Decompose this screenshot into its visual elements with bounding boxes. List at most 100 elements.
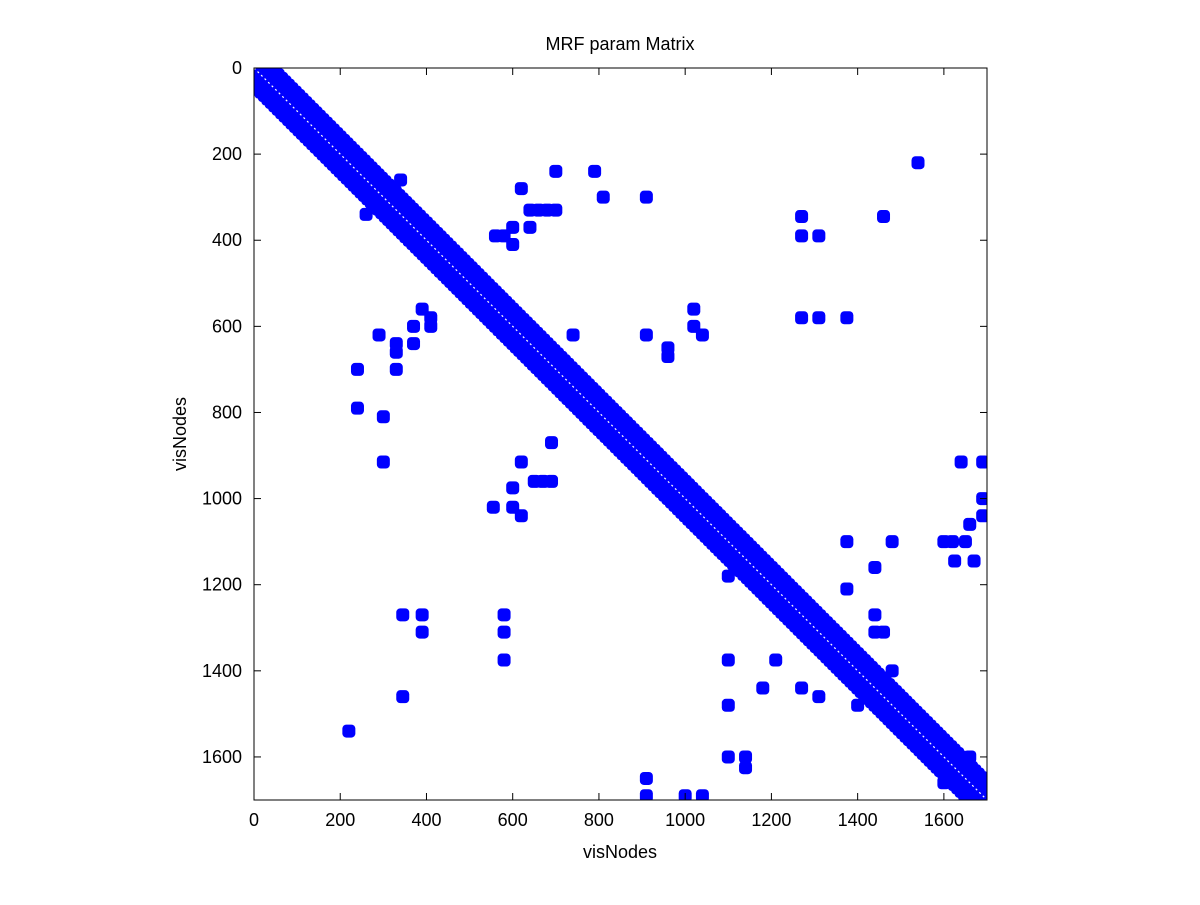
x-tick-label: 1600 xyxy=(924,810,964,830)
off-diagonal-point xyxy=(695,789,709,800)
plot-area-frame xyxy=(253,67,988,801)
off-diagonal-point xyxy=(523,220,537,234)
off-diagonal-point xyxy=(497,653,511,667)
off-diagonal-point xyxy=(506,481,520,495)
y-tick-label: 0 xyxy=(232,58,242,78)
off-diagonal-point xyxy=(868,560,882,574)
off-diagonal-point xyxy=(407,319,421,333)
x-axis-label: visNodes xyxy=(583,842,657,862)
off-diagonal-point xyxy=(958,535,972,549)
off-diagonal-point xyxy=(868,608,882,622)
off-diagonal-point xyxy=(687,302,701,316)
y-tick-label: 200 xyxy=(212,144,242,164)
off-diagonal-point xyxy=(695,328,709,342)
off-diagonal-point xyxy=(588,164,602,178)
x-axis-ticks: 0 200 400 600 800 1000 1200 1400 1600 xyxy=(249,68,964,830)
off-diagonal-point xyxy=(350,401,364,415)
x-tick-label: 800 xyxy=(584,810,614,830)
off-diagonal-point xyxy=(812,229,826,243)
off-diagonal-point xyxy=(795,311,809,325)
off-diagonal-point xyxy=(639,190,653,204)
off-diagonal-point xyxy=(549,164,563,178)
off-diagonal-point xyxy=(812,690,826,704)
off-diagonal-point xyxy=(739,761,753,775)
off-diagonal-point xyxy=(946,535,960,549)
off-diagonal-point xyxy=(497,625,511,639)
off-diagonal-point xyxy=(840,311,854,325)
y-tick-label: 400 xyxy=(212,230,242,250)
off-diagonal-point xyxy=(721,653,735,667)
off-diagonal-point xyxy=(721,569,735,583)
off-diagonal-point xyxy=(967,554,981,568)
y-tick-label: 1000 xyxy=(202,489,242,509)
off-diagonal-point xyxy=(415,625,429,639)
off-diagonal-point xyxy=(514,182,528,196)
y-tick-label: 600 xyxy=(212,316,242,336)
off-diagonal-point xyxy=(350,362,364,376)
y-tick-label: 800 xyxy=(212,402,242,422)
data-marks xyxy=(254,68,987,800)
y-axis-ticks: 0 200 400 600 800 1000 1200 1400 1600 xyxy=(202,58,987,767)
off-diagonal-point xyxy=(885,535,899,549)
off-diagonal-point xyxy=(396,608,410,622)
off-diagonal-point xyxy=(639,771,653,785)
off-diagonal-point xyxy=(795,681,809,695)
off-diagonal-point xyxy=(566,328,580,342)
off-diagonal-point xyxy=(812,311,826,325)
off-diagonal-point xyxy=(514,455,528,469)
off-diagonal-point xyxy=(963,517,977,531)
off-diagonal-point xyxy=(415,608,429,622)
off-diagonal-point xyxy=(506,238,520,252)
x-tick-label: 600 xyxy=(498,810,528,830)
off-diagonal-point xyxy=(739,750,753,764)
diagonal-outlier-point xyxy=(359,207,373,221)
off-diagonal-point xyxy=(396,690,410,704)
y-tick-label: 1200 xyxy=(202,575,242,595)
off-diagonal-point xyxy=(389,362,403,376)
off-diagonal-point xyxy=(514,509,528,523)
off-diagonal-point xyxy=(545,474,559,488)
off-diagonal-point xyxy=(868,625,882,639)
off-diagonal-point xyxy=(756,681,770,695)
x-tick-label: 0 xyxy=(249,810,259,830)
off-diagonal-point xyxy=(840,582,854,596)
diagonal-outlier-point xyxy=(963,750,977,764)
y-axis-label: visNodes xyxy=(170,397,190,471)
off-diagonal-point xyxy=(549,203,563,217)
off-diagonal-point xyxy=(486,500,500,514)
off-diagonal-point xyxy=(506,220,520,234)
off-diagonal-point xyxy=(976,455,987,469)
y-tick-label: 1400 xyxy=(202,661,242,681)
off-diagonal-point xyxy=(376,410,390,424)
off-diagonal-point xyxy=(976,509,987,523)
off-diagonal-point xyxy=(415,302,429,316)
off-diagonal-point xyxy=(389,345,403,359)
off-diagonal-point xyxy=(424,319,438,333)
off-diagonal-point xyxy=(407,337,421,351)
off-diagonal-point xyxy=(948,554,962,568)
off-diagonal-point xyxy=(795,210,809,224)
off-diagonal-point xyxy=(721,750,735,764)
off-diagonal-point xyxy=(687,319,701,333)
off-diagonal-point xyxy=(840,535,854,549)
x-tick-label: 200 xyxy=(325,810,355,830)
off-diagonal-point xyxy=(497,229,511,243)
off-diagonal-point xyxy=(795,229,809,243)
x-tick-label: 1000 xyxy=(665,810,705,830)
diagonal-outlier-point xyxy=(851,698,865,712)
off-diagonal-point xyxy=(639,328,653,342)
diagonal-band-point xyxy=(978,788,987,800)
x-tick-label: 400 xyxy=(411,810,441,830)
y-tick-label: 1600 xyxy=(202,747,242,767)
diagonal-outlier-point xyxy=(885,664,899,678)
off-diagonal-point xyxy=(497,608,511,622)
off-diagonal-point xyxy=(639,789,653,800)
off-diagonal-point xyxy=(506,500,520,514)
off-diagonal-point xyxy=(721,698,735,712)
off-diagonal-point xyxy=(342,724,356,738)
off-diagonal-point xyxy=(954,455,968,469)
off-diagonal-point xyxy=(596,190,610,204)
